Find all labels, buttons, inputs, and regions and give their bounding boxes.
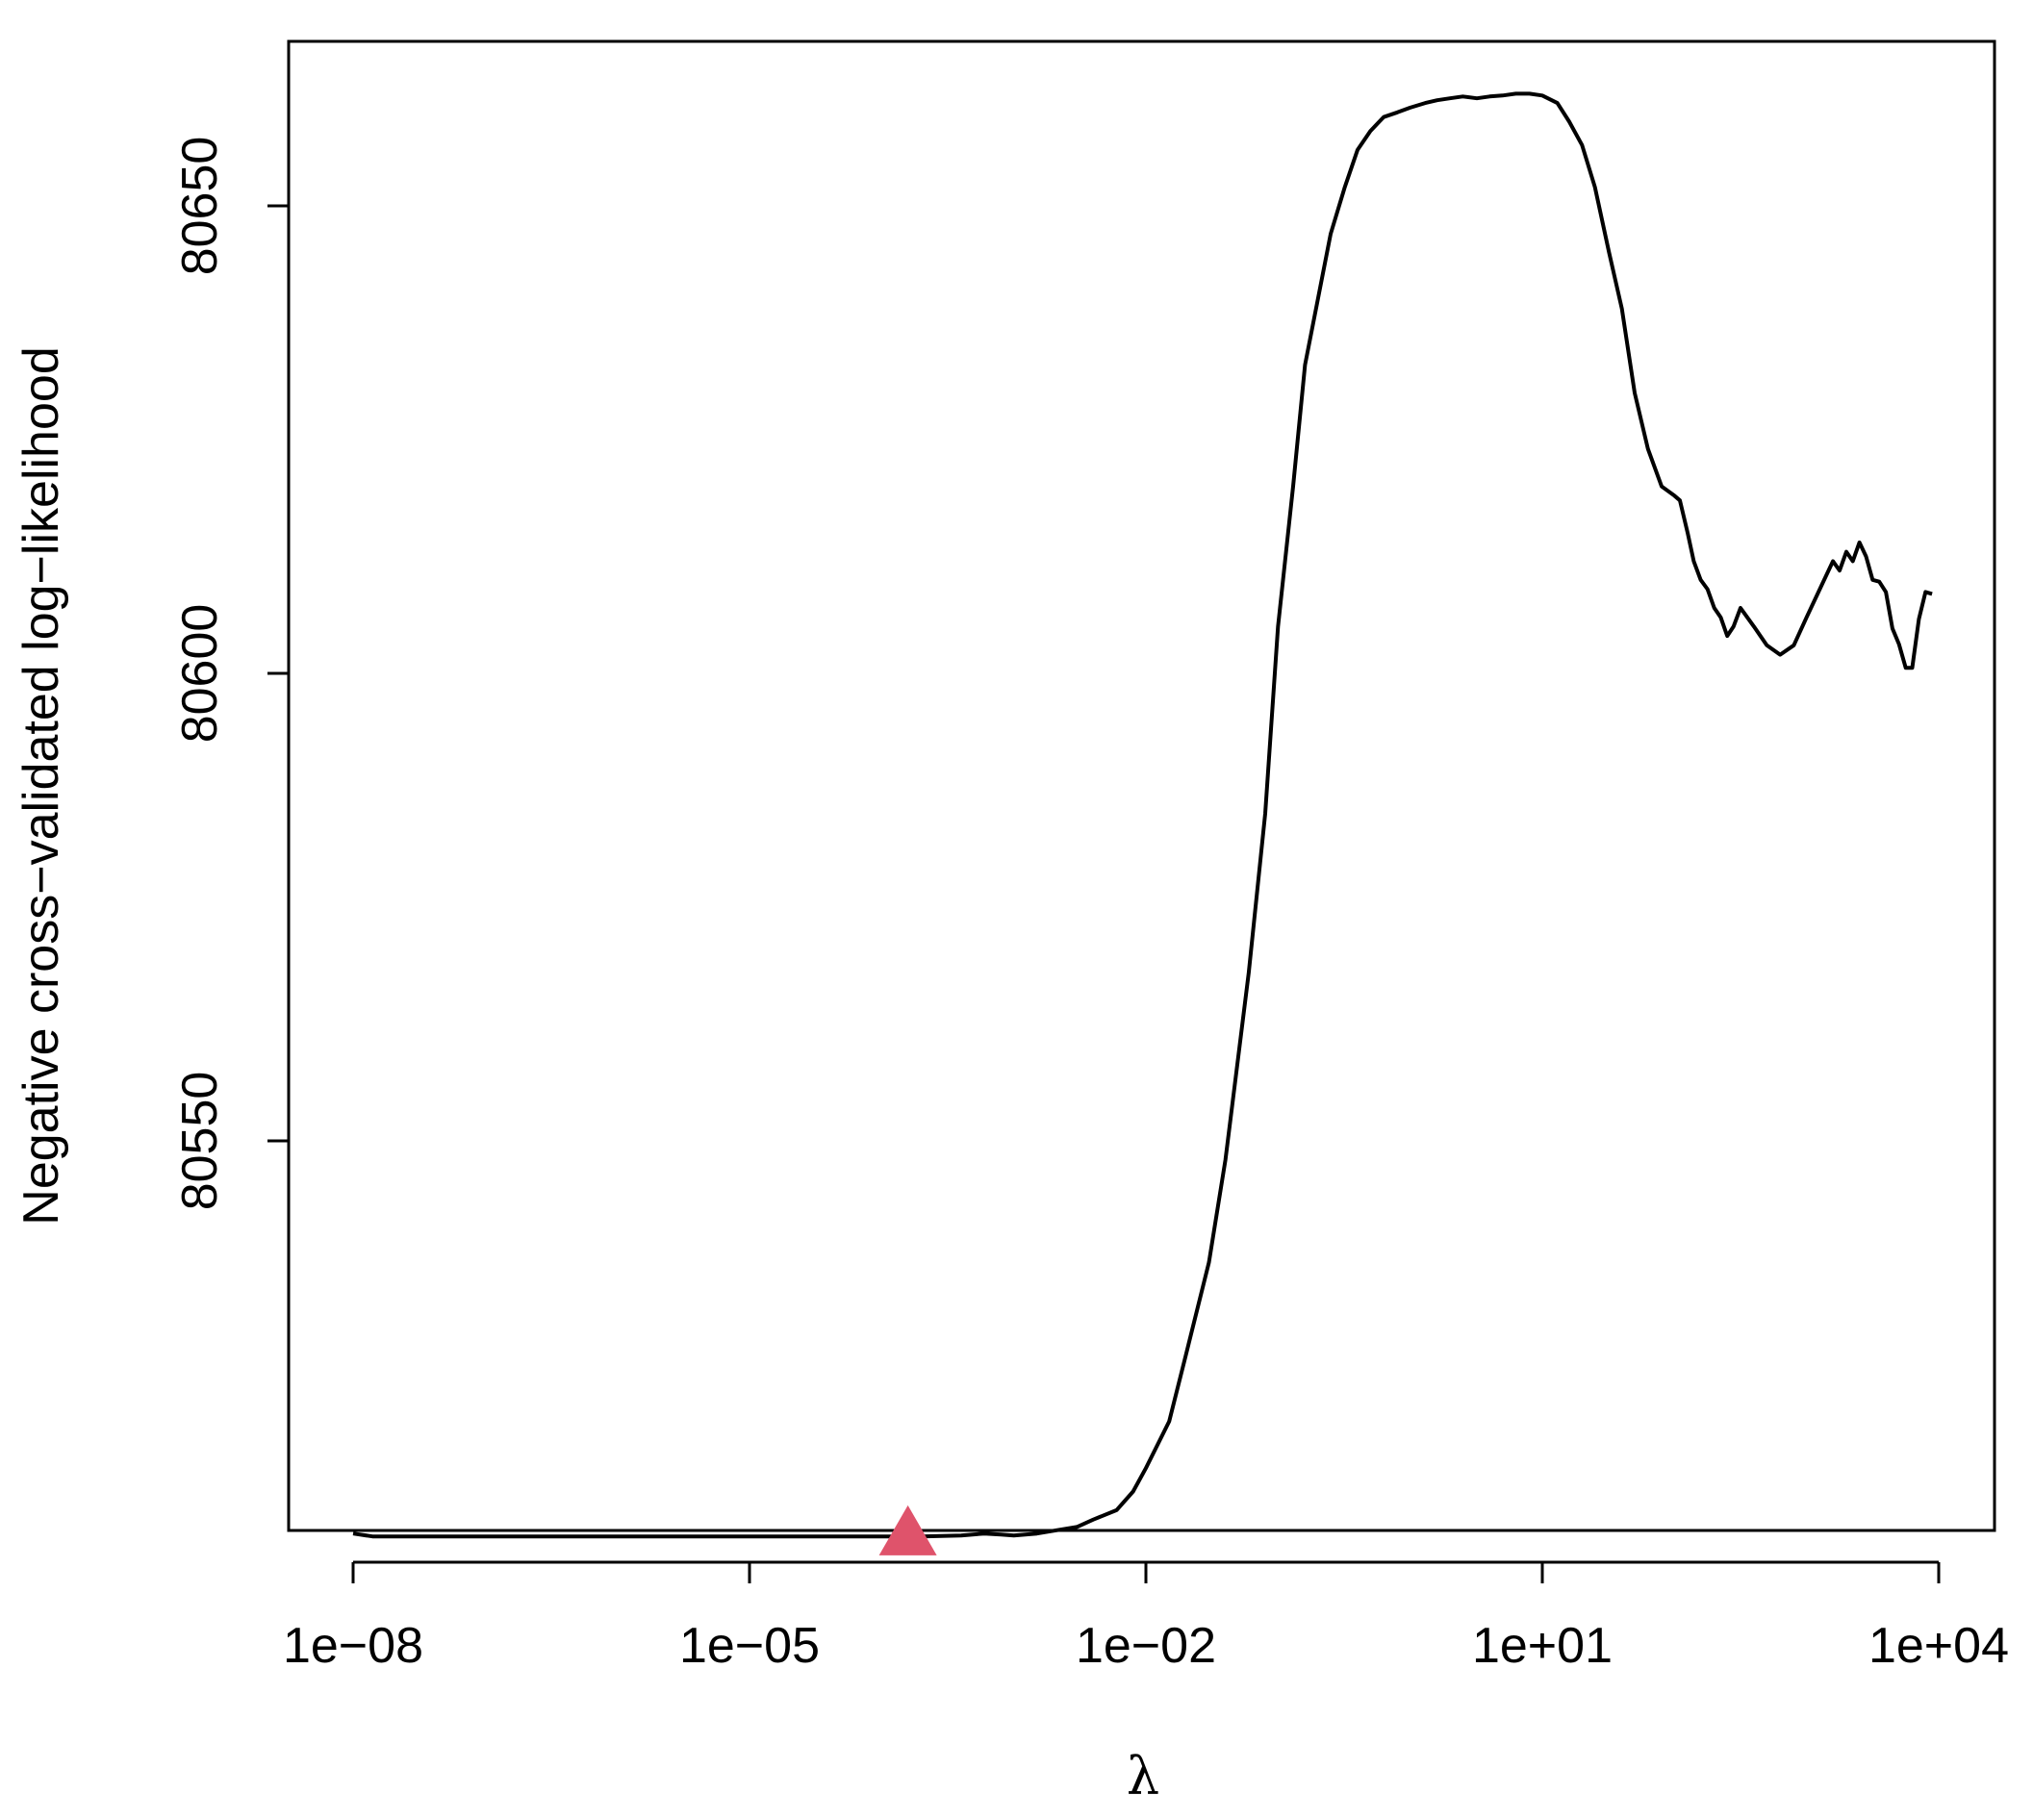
y-tick-label: 80550 [172,1072,228,1211]
x-tick-label: 1e−05 [679,1618,820,1674]
data-line [352,91,1933,1539]
y-axis-label: Negative cross−validated log−likelihood [13,346,69,1225]
x-axis-label: λ [1127,1746,1159,1807]
y-tick-label: 80600 [172,604,228,744]
y-axis: 80550 80600 80650 [172,137,289,1211]
x-tick-label: 1e−08 [283,1618,423,1674]
plot-frame [287,39,1996,1532]
y-tick-label: 80650 [172,137,228,276]
x-tick-label: 1e+01 [1472,1618,1613,1674]
x-tick-label: 1e−02 [1076,1618,1216,1674]
optimum-marker [878,1504,937,1555]
x-axis: 1e−08 1e−05 1e−02 1e+01 1e+04 [283,1560,2009,1674]
x-tick-label: 1e+04 [1868,1618,2009,1674]
